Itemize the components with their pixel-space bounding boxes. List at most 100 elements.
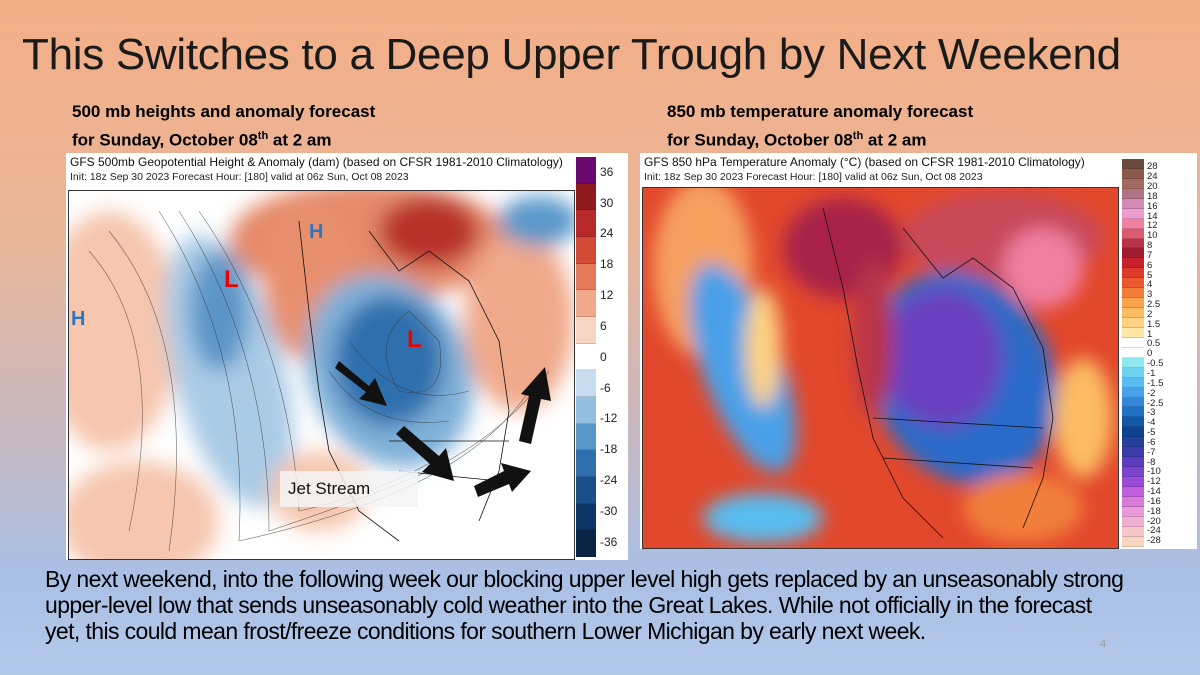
colorbar-tick-label: 12	[1147, 220, 1158, 232]
left-caption-date: for Sunday, October 08	[72, 130, 258, 150]
colorbar-tick-label: 18	[600, 257, 614, 272]
colorbar-tick-label: 14	[1147, 210, 1158, 222]
colorbar-tick-label: 24	[1147, 171, 1158, 183]
colorbar-tick-label: 10	[1147, 230, 1158, 242]
colorbar-swatch	[576, 396, 596, 424]
colorbar-swatch	[1122, 526, 1144, 537]
colorbar-swatch	[1122, 218, 1144, 229]
colorbar-tick-label: 12	[600, 288, 614, 303]
height-anomaly-colorbar	[576, 157, 596, 557]
colorbar-tick-label: 18	[1147, 190, 1158, 202]
slide-title: This Switches to a Deep Upper Trough by …	[22, 30, 1121, 79]
slide-body-text: By next weekend, into the following week…	[45, 566, 1124, 644]
colorbar-swatch	[1122, 417, 1144, 428]
colorbar-swatch	[1122, 208, 1144, 219]
colorbar-tick-label: 4	[1147, 279, 1153, 291]
colorbar-tick-label: -2	[1147, 387, 1156, 399]
colorbar-tick-label: -2.5	[1147, 397, 1164, 409]
arrow-icon	[474, 463, 531, 497]
temperature-anomaly-map-panel: GFS 850 hPa Temperature Anomaly (°C) (ba…	[640, 153, 1197, 549]
colorbar-tick-label: -5	[1147, 427, 1156, 439]
colorbar-tick-label: 6	[600, 318, 607, 333]
colorbar-tick-label: -20	[1147, 515, 1161, 527]
right-caption-line2: for Sunday, October 08th at 2 am	[667, 124, 973, 153]
right-map-subtitle: Init: 18z Sep 30 2023 Forecast Hour: [18…	[644, 171, 983, 183]
colorbar-swatch	[1122, 437, 1144, 448]
colorbar-swatch	[576, 503, 596, 531]
temperature-anomaly-map-graphic	[653, 188, 1113, 543]
colorbar-tick-label: -10	[1147, 466, 1161, 478]
colorbar-tick-label: -28	[1147, 535, 1161, 547]
right-caption-sup: th	[852, 130, 864, 142]
arrow-icon	[335, 361, 387, 406]
colorbar-tick-label: 24	[600, 226, 614, 241]
colorbar-swatch	[1122, 496, 1144, 507]
colorbar-swatch	[576, 530, 596, 557]
colorbar-swatch	[1122, 447, 1144, 458]
low-pressure-label: L	[407, 326, 422, 353]
colorbar-tick-label: -18	[600, 442, 618, 457]
colorbar-tick-label: -36	[600, 534, 618, 549]
colorbar-swatch	[576, 343, 596, 371]
colorbar-swatch	[576, 370, 596, 397]
colorbar-swatch	[576, 236, 596, 264]
colorbar-swatch	[1122, 467, 1144, 477]
colorbar-tick-label: -24	[1147, 525, 1161, 537]
colorbar-swatch	[1122, 258, 1144, 269]
colorbar-tick-label: -3	[1147, 407, 1156, 419]
colorbar-swatch	[1122, 367, 1144, 378]
colorbar-swatch	[576, 290, 596, 317]
colorbar-swatch	[576, 263, 596, 291]
colorbar-swatch	[1122, 238, 1144, 249]
colorbar-tick-label: 36	[600, 164, 614, 179]
left-caption-time: at 2 am	[268, 130, 332, 150]
colorbar-tick-label: -18	[1147, 505, 1161, 517]
colorbar-swatch	[1122, 457, 1144, 468]
colorbar-tick-label: 1.5	[1147, 318, 1161, 330]
colorbar-tick-label: 20	[1147, 180, 1158, 192]
colorbar-swatch	[1122, 427, 1144, 438]
low-pressure-label: L	[224, 266, 239, 293]
colorbar-tick-label: 7	[1147, 249, 1153, 261]
colorbar-tick-label: 16	[1147, 200, 1158, 212]
colorbar-tick-label: -12	[1147, 476, 1161, 488]
colorbar-swatch	[1122, 198, 1144, 209]
left-caption-line1: 500 mb heights and anomaly forecast	[72, 102, 376, 121]
right-caption-line1: 850 mb temperature anomaly forecast	[667, 102, 974, 121]
temperature-anomaly-map	[642, 187, 1119, 549]
colorbar-swatch	[1122, 387, 1144, 398]
height-anomaly-map: H H L L Jet Stream	[68, 190, 575, 560]
colorbar-tick-label: -1.5	[1147, 377, 1164, 389]
colorbar-swatch	[1122, 516, 1144, 527]
colorbar-swatch	[1122, 298, 1144, 309]
jet-stream-label: Jet Stream	[280, 471, 418, 507]
height-anomaly-map-graphic	[69, 191, 574, 559]
colorbar-tick-label: 0.5	[1147, 338, 1161, 350]
colorbar-tick-label: 0	[1147, 348, 1153, 360]
colorbar-swatch	[1122, 337, 1144, 348]
colorbar-tick-label: -16	[1147, 495, 1161, 507]
colorbar-swatch	[1122, 168, 1144, 179]
colorbar-tick-label: 2.5	[1147, 299, 1161, 311]
colorbar-swatch	[1122, 397, 1144, 408]
colorbar-tick-label: 8	[1147, 240, 1153, 252]
colorbar-tick-label: -30	[600, 503, 618, 518]
colorbar-tick-label: 1	[1147, 328, 1153, 340]
colorbar-swatch	[1122, 268, 1144, 279]
right-map-title: GFS 850 hPa Temperature Anomaly (°C) (ba…	[644, 155, 1085, 169]
colorbar-swatch	[1122, 288, 1144, 299]
height-anomaly-map-panel: GFS 500mb Geopotential Height & Anomaly …	[66, 153, 628, 560]
left-map-title: GFS 500mb Geopotential Height & Anomaly …	[70, 155, 563, 169]
colorbar-tick-label: 28	[1147, 161, 1158, 173]
colorbar-tick-label: -0.5	[1147, 358, 1164, 370]
colorbar-swatch	[1122, 357, 1144, 368]
colorbar-swatch	[576, 157, 596, 184]
colorbar-swatch	[1122, 159, 1144, 169]
colorbar-tick-label: -7	[1147, 446, 1156, 458]
colorbar-swatch	[1122, 506, 1144, 517]
colorbar-tick-label: -14	[1147, 486, 1161, 498]
colorbar-swatch	[1122, 486, 1144, 497]
right-caption-time: at 2 am	[863, 130, 927, 150]
colorbar-swatch	[576, 210, 596, 237]
colorbar-tick-label: 3	[1147, 289, 1153, 301]
